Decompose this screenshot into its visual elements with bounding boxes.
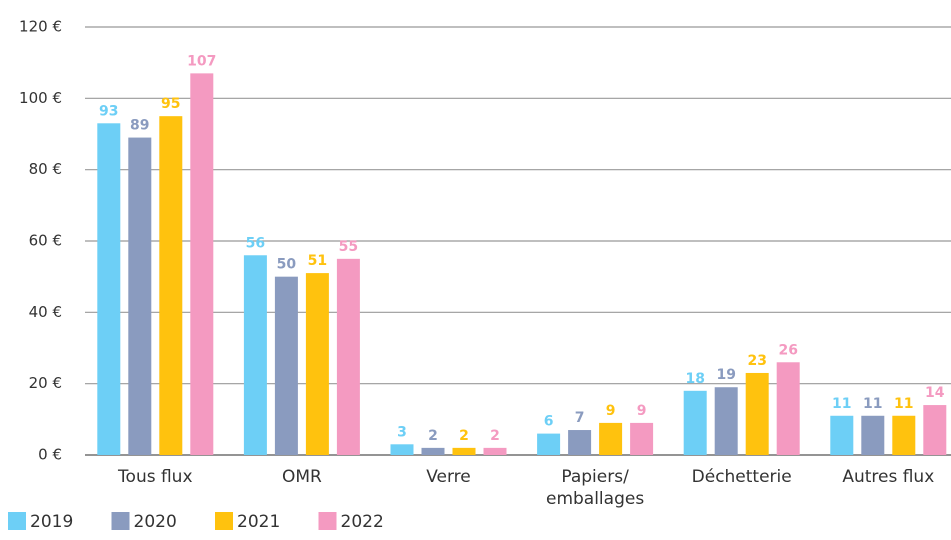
legend-label: 2022	[341, 512, 384, 532]
value-label: 51	[308, 253, 327, 269]
bar	[483, 447, 507, 455]
y-tick-label: 20 €	[29, 374, 62, 392]
y-tick-label: 40 €	[29, 303, 62, 321]
bar	[599, 422, 623, 455]
bar	[745, 372, 769, 455]
bar	[776, 362, 800, 455]
x-tick-label: Papiers/ emballages	[545, 467, 645, 509]
bar	[243, 255, 267, 455]
bar	[305, 273, 329, 455]
bar	[830, 415, 854, 455]
value-label: 14	[925, 385, 945, 401]
bar	[421, 447, 445, 455]
value-label: 93	[99, 103, 118, 119]
y-tick-label: 80 €	[29, 160, 62, 178]
legend-label: 2021	[237, 512, 280, 532]
value-label: 18	[685, 371, 704, 387]
legend-swatch	[318, 512, 337, 530]
bar	[452, 447, 476, 455]
value-label: 11	[832, 396, 851, 412]
value-label: 2	[490, 428, 500, 444]
value-label: 11	[894, 396, 913, 412]
value-label: 107	[187, 53, 216, 69]
bar	[128, 137, 152, 456]
value-label: 11	[863, 396, 882, 412]
legend-label: 2020	[134, 512, 177, 532]
y-tick-label: 100 €	[19, 89, 62, 107]
bar	[861, 415, 885, 455]
bar	[630, 422, 654, 455]
bar	[97, 123, 121, 456]
bar	[159, 116, 183, 456]
x-tick-label: Déchetterie	[691, 467, 792, 487]
legend-swatch	[8, 512, 26, 530]
bar	[537, 433, 561, 455]
x-tick-label: Autres flux	[842, 467, 935, 487]
value-label: 50	[277, 257, 297, 273]
y-tick-label: 120 €	[19, 18, 62, 36]
value-label: 56	[246, 235, 265, 251]
value-label: 9	[637, 403, 647, 419]
value-label: 3	[397, 424, 407, 440]
bar	[923, 405, 947, 455]
value-label: 95	[161, 96, 180, 112]
bar	[274, 276, 298, 455]
bar	[714, 387, 738, 455]
bar	[390, 444, 414, 455]
value-label: 2	[459, 428, 469, 444]
legend-label: 2019	[30, 512, 73, 532]
value-label: 19	[716, 367, 735, 383]
value-label: 23	[747, 353, 766, 369]
bar	[683, 390, 707, 455]
legend-swatch	[111, 512, 130, 530]
bar	[892, 415, 916, 455]
x-tick-label: Tous flux	[118, 467, 193, 487]
value-label: 89	[130, 118, 149, 134]
bar	[190, 73, 214, 455]
value-label: 6	[544, 414, 554, 430]
value-label: 9	[606, 403, 616, 419]
legend-swatch	[215, 512, 233, 530]
bar	[568, 430, 592, 455]
y-tick-label: 0 €	[38, 446, 62, 464]
value-label: 7	[575, 410, 585, 426]
bar	[336, 258, 360, 455]
x-tick-label: OMR	[281, 467, 322, 487]
value-label: 55	[339, 239, 358, 255]
value-label: 26	[778, 342, 797, 358]
x-tick-label: Verre	[426, 467, 471, 487]
value-label: 2	[428, 428, 438, 444]
y-tick-label: 60 €	[29, 232, 62, 250]
